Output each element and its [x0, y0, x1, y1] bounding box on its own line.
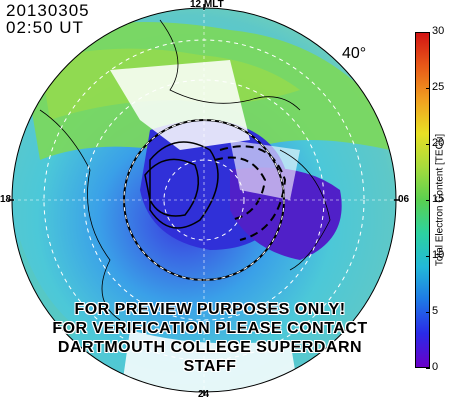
colorbar-tick — [426, 312, 430, 313]
date-label: 20130305 — [6, 1, 90, 20]
colorbar-tick-label: 5 — [432, 305, 439, 317]
colorbar-tick-label: 0 — [432, 361, 439, 373]
watermark-line: DARTMOUTH COLLEGE SUPERDARN STAFF — [57, 339, 363, 375]
colorbar-tick-label: 30 — [432, 25, 445, 37]
watermark-line: FOR VERIFICATION PLEASE CONTACT — [52, 320, 368, 337]
time-label: 02:50 UT — [6, 18, 84, 37]
colorbar-tick — [426, 32, 430, 33]
colorbar-tick — [426, 144, 430, 145]
colorbar-tick-label: 15 — [432, 193, 445, 205]
colorbar-tick — [426, 368, 430, 369]
mlt-label-18: 18 — [0, 194, 12, 205]
mlt-label-24: 24 — [198, 389, 210, 400]
colorbar-tick-label: 10 — [432, 249, 445, 261]
colorbar-tick-label: 25 — [432, 81, 445, 93]
watermark-line: FOR PREVIEW PURPOSES ONLY! — [74, 301, 346, 318]
preview-watermark: FOR PREVIEW PURPOSES ONLY! FOR VERIFICAT… — [30, 300, 390, 376]
colorbar-tick — [426, 88, 430, 89]
colorbar-tick — [426, 256, 430, 257]
colorbar-tick — [426, 200, 430, 201]
mlt-label-12: 12 MLT — [190, 0, 224, 10]
mlt-label-06: 06 — [398, 194, 410, 205]
latitude-label: 40° — [342, 45, 367, 62]
colorbar-tick-label: 20 — [432, 137, 445, 149]
colorbar-title: Total Electron Content [TECu] — [434, 133, 446, 267]
